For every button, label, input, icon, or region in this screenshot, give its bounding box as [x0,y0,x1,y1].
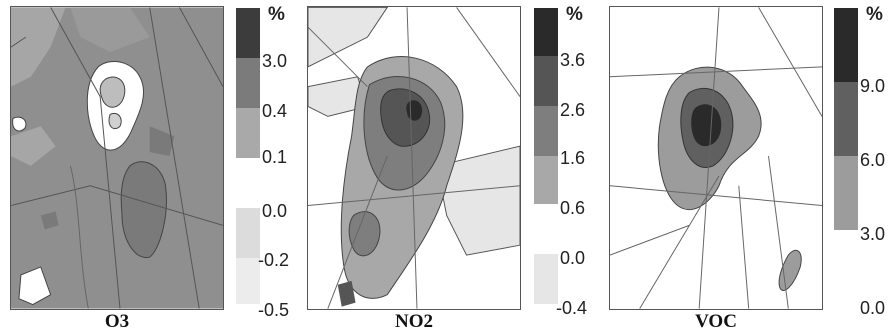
legend-swatch-no2-5 [534,204,558,254]
color-legend-voc [834,8,858,304]
legend-swatch-o3-3 [236,108,260,158]
legend-tick-no2-2: 2.6 [560,100,586,120]
legend-tick-o3-2: 0.4 [262,101,288,121]
legend-swatch-voc-1 [834,8,858,82]
legend-tick-no2-5: 0.0 [560,248,586,268]
panel-title-o3: O3 [104,311,130,332]
legend-tick-no2-3: 1.6 [560,148,586,168]
legend-tick-voc-1: 9.0 [860,76,886,96]
map-panel-no2 [307,6,521,310]
legend-swatch-no2-2 [534,56,558,106]
map-panel-o3 [10,6,224,310]
legend-tick-no2-4: 0.6 [560,198,586,218]
panel-title-no2: NO2 [395,311,433,332]
voc-contour-map [610,7,822,309]
legend-swatch-voc-3 [834,156,858,230]
color-legend-no2 [534,8,558,304]
legend-swatch-o3-1 [236,8,260,58]
legend-tick-o3-1: 3.0 [262,51,288,71]
legend-swatch-o3-2 [236,58,260,108]
legend-tick-no2-6: -0.4 [556,298,588,318]
no2-contour-map [308,7,520,309]
legend-tick-no2-1: 3.6 [560,50,586,70]
legend-swatch-no2-3 [534,106,558,156]
o3-contour-map [11,7,223,309]
panel-title-voc: VOC [695,311,737,332]
legend-swatch-no2-6 [534,254,558,304]
legend-tick-o3-4: 0.0 [262,201,288,221]
legend-swatch-no2-4 [534,156,558,204]
legend-tick-o3-5: -0.2 [258,250,290,270]
legend-swatch-o3-6 [236,258,260,304]
legend-swatch-no2-1 [534,8,558,56]
legend-tick-voc-2: 6.0 [860,150,886,170]
legend-tick-o3-6: -0.5 [258,300,290,320]
legend-swatch-o3-4 [236,158,260,208]
legend-swatch-voc-4 [834,230,858,304]
unit-label-o3: % [268,4,285,25]
unit-label-voc: % [866,4,883,25]
legend-swatch-voc-2 [834,82,858,156]
unit-label-no2: % [566,4,583,25]
color-legend-o3 [236,8,260,304]
legend-tick-voc-3: 3.0 [860,224,886,244]
legend-tick-voc-4: 0.0 [860,298,886,318]
legend-swatch-o3-5 [236,208,260,258]
legend-tick-o3-3: 0.1 [262,147,288,167]
map-panel-voc [609,6,823,310]
